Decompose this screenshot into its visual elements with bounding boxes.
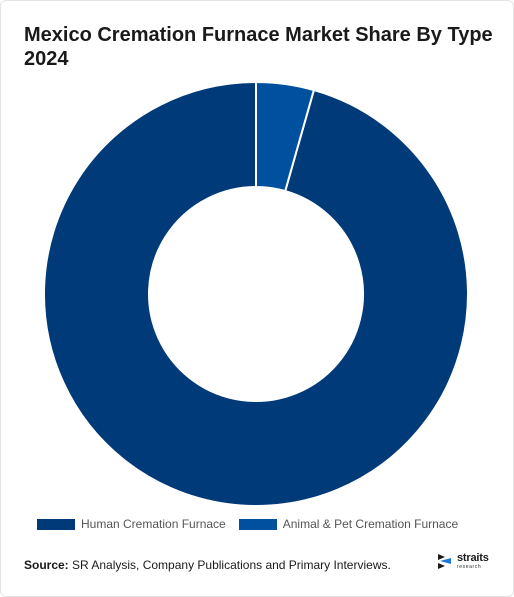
donut-slice-animal-pet-cremation-furnace (255, 80, 316, 193)
legend-swatch (37, 518, 75, 530)
legend-item-human-cremation-furnace: Human Cremation Furnace (37, 517, 226, 531)
donut-slice-human-cremation-furnace (43, 80, 469, 507)
legend-label: Animal & Pet Cremation Furnace (282, 517, 459, 531)
brand-sub: research (457, 563, 482, 570)
source-label: Source: (24, 558, 69, 572)
source-note: Source: SR Analysis, Company Publication… (24, 558, 391, 572)
source-text: SR Analysis, Company Publications and Pr… (68, 558, 391, 572)
chart-legend: Human Cremation Furnace Animal & Pet Crem… (37, 517, 471, 531)
donut-chart (43, 80, 469, 507)
brand-name: straits (457, 551, 489, 564)
straits-logo-icon (438, 554, 451, 569)
legend-label: Human Cremation Furnace (81, 517, 226, 531)
legend-swatch (238, 518, 277, 530)
straits-research-logo: straits research (437, 552, 489, 570)
legend-item-animal-pet-cremation-furnace: Animal & Pet Cremation Furnace (238, 517, 459, 531)
chart-title: Mexico Cremation Furnace Market Share By… (24, 24, 493, 70)
